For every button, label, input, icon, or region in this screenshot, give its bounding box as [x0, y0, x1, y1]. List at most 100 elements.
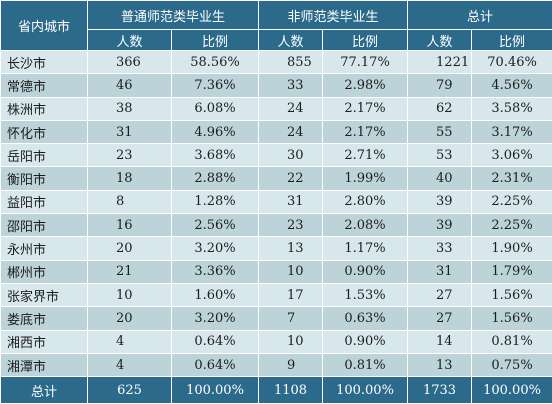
normal-count-cell: 20	[88, 237, 172, 260]
non-normal-count-cell: 17	[259, 283, 323, 306]
total-label: 总计	[1, 377, 88, 404]
normal-count-cell: 8	[88, 190, 172, 213]
total-count-cell: 27	[408, 283, 472, 306]
total-count-cell: 40	[408, 167, 472, 190]
city-cell: 郴州市	[1, 260, 88, 283]
total-ratio-cell: 3.58%	[472, 97, 552, 120]
total-count-cell: 62	[408, 97, 472, 120]
normal-ratio-cell: 2.88%	[172, 167, 259, 190]
normal-ratio-cell: 3.20%	[172, 237, 259, 260]
non-normal-ratio-cell: 77.17%	[323, 51, 408, 74]
total-ratio-cell: 2.25%	[472, 214, 552, 237]
non-normal-ratio-cell: 0.81%	[323, 353, 408, 376]
non-normal-count-cell: 855	[259, 51, 323, 74]
total-count-cell: 14	[408, 330, 472, 353]
normal-ratio-cell: 7.36%	[172, 74, 259, 97]
total-ratio-cell: 3.06%	[472, 144, 552, 167]
ratio-subheader: 比例	[472, 30, 552, 51]
normal-ratio-cell: 0.64%	[172, 353, 259, 376]
non-normal-ratio-cell: 0.90%	[323, 260, 408, 283]
non-normal-ratio-cell: 1.17%	[323, 237, 408, 260]
non-normal-ratio-cell: 2.71%	[323, 144, 408, 167]
total-count-cell: 79	[408, 74, 472, 97]
total-normal-ratio: 100.00%	[172, 377, 259, 404]
total-count-cell: 39	[408, 214, 472, 237]
normal-count-cell: 16	[88, 214, 172, 237]
total-count: 1733	[408, 377, 472, 404]
normal-ratio-cell: 3.68%	[172, 144, 259, 167]
city-cell: 益阳市	[1, 190, 88, 213]
non-normal-count-cell: 10	[259, 330, 323, 353]
total-count-cell: 13	[408, 353, 472, 376]
total-row: 总计 625 100.00% 1108 100.00% 1733 100.00%	[1, 377, 552, 404]
normal-count-cell: 21	[88, 260, 172, 283]
non-normal-count-cell: 24	[259, 97, 323, 120]
normal-ratio-cell: 58.56%	[172, 51, 259, 74]
normal-count-cell: 366	[88, 51, 172, 74]
normal-ratio-cell: 6.08%	[172, 97, 259, 120]
city-cell: 湘西市	[1, 330, 88, 353]
non-normal-count-cell: 30	[259, 144, 323, 167]
total-count-cell: 33	[408, 237, 472, 260]
total-ratio-cell: 2.25%	[472, 190, 552, 213]
total-ratio-cell: 3.17%	[472, 120, 552, 143]
city-cell: 湘潭市	[1, 353, 88, 376]
total-count-cell: 39	[408, 190, 472, 213]
total-ratio-cell: 0.75%	[472, 353, 552, 376]
non-normal-ratio-cell: 0.90%	[323, 330, 408, 353]
non-normal-graduates-header: 非师范类毕业生	[259, 1, 408, 30]
total-ratio-cell: 1.90%	[472, 237, 552, 260]
non-normal-ratio-cell: 2.17%	[323, 97, 408, 120]
city-cell: 邵阳市	[1, 214, 88, 237]
non-normal-ratio-cell: 2.80%	[323, 190, 408, 213]
non-normal-ratio-cell: 1.53%	[323, 283, 408, 306]
non-normal-ratio-cell: 2.98%	[323, 74, 408, 97]
total-ratio-cell: 4.56%	[472, 74, 552, 97]
normal-count-cell: 46	[88, 74, 172, 97]
normal-count-cell: 31	[88, 120, 172, 143]
normal-count-cell: 4	[88, 330, 172, 353]
city-cell: 长沙市	[1, 51, 88, 74]
total-count-cell: 53	[408, 144, 472, 167]
normal-ratio-cell: 3.20%	[172, 307, 259, 330]
non-normal-count-cell: 23	[259, 214, 323, 237]
total-count-cell: 1221	[408, 51, 472, 74]
non-normal-count-cell: 10	[259, 260, 323, 283]
non-normal-count-cell: 22	[259, 167, 323, 190]
total-count-cell: 31	[408, 260, 472, 283]
non-normal-count-cell: 33	[259, 74, 323, 97]
normal-count-cell: 23	[88, 144, 172, 167]
non-normal-count-cell: 31	[259, 190, 323, 213]
total-non-normal-count: 1108	[259, 377, 323, 404]
total-ratio: 100.00%	[472, 377, 552, 404]
ratio-subheader: 比例	[323, 30, 408, 51]
total-ratio-cell: 1.56%	[472, 283, 552, 306]
count-subheader: 人数	[88, 30, 172, 51]
normal-count-cell: 4	[88, 353, 172, 376]
normal-count-cell: 10	[88, 283, 172, 306]
total-ratio-cell: 0.81%	[472, 330, 552, 353]
non-normal-count-cell: 13	[259, 237, 323, 260]
city-cell: 株洲市	[1, 97, 88, 120]
city-cell: 永州市	[1, 237, 88, 260]
non-normal-ratio-cell: 0.63%	[323, 307, 408, 330]
normal-ratio-cell: 0.64%	[172, 330, 259, 353]
normal-ratio-cell: 1.60%	[172, 283, 259, 306]
city-cell: 娄底市	[1, 307, 88, 330]
total-count-cell: 27	[408, 307, 472, 330]
normal-ratio-cell: 1.28%	[172, 190, 259, 213]
city-cell: 常德市	[1, 74, 88, 97]
normal-ratio-cell: 3.36%	[172, 260, 259, 283]
non-normal-ratio-cell: 2.17%	[323, 120, 408, 143]
total-ratio-cell: 1.79%	[472, 260, 552, 283]
